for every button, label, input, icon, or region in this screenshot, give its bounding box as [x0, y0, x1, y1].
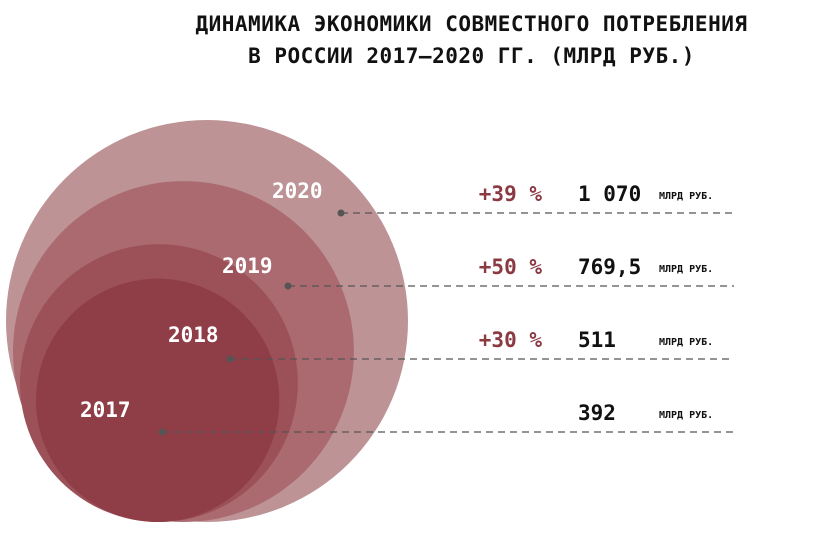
leader-dot-2020 — [337, 209, 345, 217]
year-label-2019: 2019 — [222, 254, 273, 278]
year-label-2017: 2017 — [80, 398, 131, 422]
year-label-2020: 2020 — [272, 179, 323, 203]
chart-title: ДИНАМИКА ЭКОНОМИКИ СОВМЕСТНОГО ПОТРЕБЛЕН… — [120, 8, 823, 72]
unit-label-2019: МЛРД РУБ. — [659, 264, 713, 275]
leader-dot-2018 — [226, 355, 234, 363]
unit-label-2018: МЛРД РУБ. — [659, 337, 713, 348]
value-label-2020: 1 070 — [578, 182, 641, 206]
chart-title-line-2: В РОССИИ 2017–2020 ГГ. (МЛРД РУБ.) — [248, 44, 695, 68]
unit-label-2017: МЛРД РУБ. — [659, 410, 713, 421]
leader-dot-2019 — [284, 282, 292, 290]
unit-label-2020: МЛРД РУБ. — [659, 191, 713, 202]
growth-label-2020: +39 % — [479, 182, 543, 206]
year-label-2018: 2018 — [168, 323, 219, 347]
value-label-2017: 392 — [578, 401, 616, 425]
chart-title-line-1: ДИНАМИКА ЭКОНОМИКИ СОВМЕСТНОГО ПОТРЕБЛЕН… — [195, 12, 748, 36]
growth-label-2018: +30 % — [479, 328, 543, 352]
leader-dot-2017 — [158, 428, 166, 436]
value-label-2019: 769,5 — [578, 255, 641, 279]
value-label-2018: 511 — [578, 328, 616, 352]
bubble-2017 — [36, 278, 280, 522]
growth-label-2019: +50 % — [479, 255, 543, 279]
